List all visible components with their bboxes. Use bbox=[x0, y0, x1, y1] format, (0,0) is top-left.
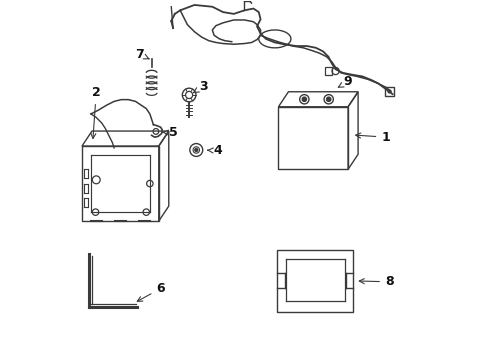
Bar bbox=[324, 67, 331, 75]
Bar bbox=[276, 249, 353, 312]
Circle shape bbox=[194, 149, 197, 152]
Text: 3: 3 bbox=[193, 80, 207, 93]
Circle shape bbox=[326, 97, 330, 102]
Text: 5: 5 bbox=[163, 126, 177, 139]
Bar bbox=[384, 87, 393, 96]
Text: 1: 1 bbox=[355, 131, 389, 144]
Text: 9: 9 bbox=[338, 75, 352, 88]
Text: 4: 4 bbox=[207, 144, 222, 157]
Text: 2: 2 bbox=[91, 86, 101, 139]
Text: 6: 6 bbox=[137, 282, 164, 301]
Circle shape bbox=[302, 97, 306, 102]
Text: 7: 7 bbox=[135, 48, 149, 61]
Text: 8: 8 bbox=[359, 275, 393, 288]
